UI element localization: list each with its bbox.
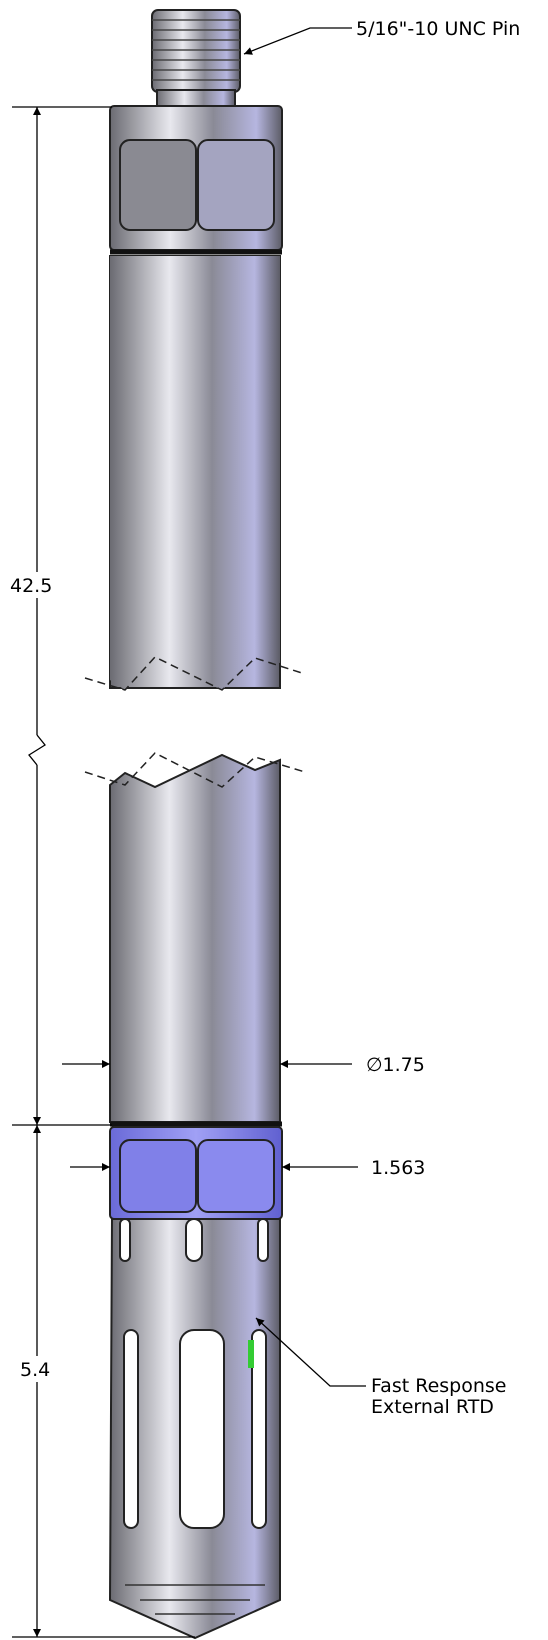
- rtd: [248, 1340, 254, 1368]
- label-bg: [8, 572, 60, 598]
- probe: [84, 9, 306, 1640]
- hex-face: [119, 139, 197, 231]
- label-bg: [15, 1356, 55, 1382]
- rtd-label: External RTD: [371, 1396, 494, 1418]
- cone-lines: [125, 1584, 265, 1615]
- pin-label: 5/16"-10 UNC Pin: [356, 18, 520, 40]
- tube-break: [110, 256, 280, 690]
- hex-label: 1.563: [371, 1157, 425, 1179]
- hex-face: [197, 1139, 275, 1213]
- neck: [156, 89, 236, 107]
- tip-length-label: 5.4: [20, 1359, 50, 1381]
- thread-lines: [152, 19, 240, 81]
- cage-slots: [119, 1218, 269, 1529]
- length-label: 42.5: [10, 575, 52, 597]
- break-line: [84, 752, 306, 788]
- hex-face: [197, 139, 275, 231]
- hex-face: [119, 1139, 197, 1213]
- tube-lower: [109, 753, 281, 1123]
- rtd-label: Fast Response: [371, 1375, 506, 1397]
- break-line: [84, 656, 306, 691]
- diameter-label: ∅1.75: [366, 1054, 425, 1076]
